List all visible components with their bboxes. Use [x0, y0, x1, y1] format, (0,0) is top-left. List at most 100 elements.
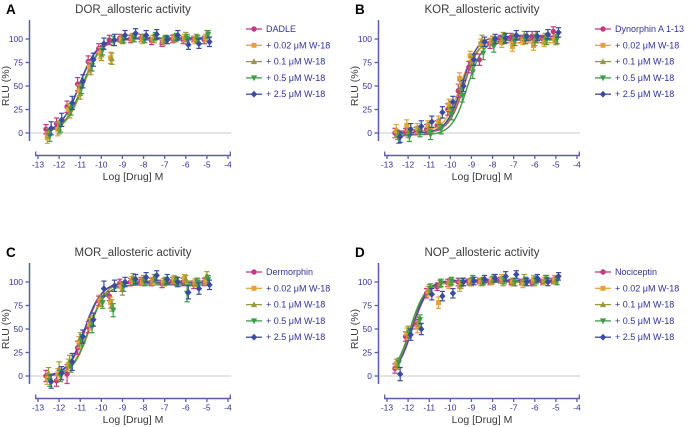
data-point — [206, 281, 213, 289]
data-point — [164, 275, 171, 283]
series-triangle-up — [45, 29, 210, 139]
data-point — [76, 339, 82, 345]
legend-marker — [250, 301, 258, 308]
x-tick-label: -6 — [182, 403, 190, 413]
y-tick-label: 50 — [14, 81, 24, 91]
panel-label: A — [6, 2, 16, 17]
legend-label: + 2.5 μM W-18 — [615, 89, 674, 99]
legend-marker — [599, 58, 607, 65]
data-point — [195, 40, 203, 48]
legend-item: + 2.5 μM W-18 — [246, 332, 325, 342]
chart-A: A DOR_allosteric activity 0 25 50 75 100 RLU (%… — [0, 2, 330, 183]
data-point — [439, 108, 446, 116]
legend-marker — [600, 285, 606, 291]
series-diamond — [396, 27, 562, 143]
x-tick-label: -7 — [161, 160, 169, 170]
chart-title: MOR_allosteric activity — [75, 247, 192, 259]
y-tick-label: 100 — [358, 34, 372, 44]
data-point — [110, 307, 117, 314]
data-point — [396, 370, 404, 378]
data-point — [108, 300, 114, 306]
legend-marker — [599, 333, 607, 341]
data-point — [513, 31, 520, 39]
data-point — [185, 288, 192, 296]
y-axis-label: RLU (%) — [349, 309, 361, 349]
data-point — [79, 333, 87, 340]
legend-label: + 0.5 μM W-18 — [615, 73, 674, 83]
y-tick-label: 75 — [363, 301, 373, 311]
data-point — [393, 361, 399, 367]
data-point — [499, 40, 505, 46]
x-axis-label: Log [Drug] M — [452, 171, 513, 183]
data-point — [481, 38, 488, 46]
y-tick-label: 50 — [14, 324, 24, 334]
y-tick-label: 25 — [363, 348, 373, 358]
data-point — [45, 369, 52, 376]
x-tick-label: -9 — [119, 160, 127, 170]
data-point — [513, 271, 520, 278]
legend-item: + 2.5 μM W-18 — [595, 332, 674, 342]
legend-marker — [251, 42, 257, 48]
x-tick-label: -5 — [203, 403, 211, 413]
data-point — [407, 331, 414, 339]
x-tick-label: -13 — [381, 160, 394, 170]
data-point — [206, 38, 213, 46]
y-axis: 0 25 50 75 100 — [9, 263, 31, 384]
data-point — [476, 56, 483, 63]
series-triangle-down — [395, 273, 561, 369]
legend-label: + 0.02 μM W-18 — [615, 283, 679, 293]
legend-marker — [599, 301, 607, 308]
data-point — [418, 123, 425, 130]
x-tick-label: -12 — [53, 160, 66, 170]
y-axis: 0 25 50 75 100 — [358, 20, 380, 141]
data-point — [554, 36, 561, 43]
legend-label: + 2.5 μM W-18 — [266, 89, 325, 99]
data-point — [58, 116, 65, 124]
y-axis-label: RLU (%) — [0, 66, 12, 106]
legend-marker — [250, 90, 258, 98]
data-point — [100, 285, 108, 292]
data-point — [404, 122, 410, 128]
legend-label: Dermorphin — [266, 267, 313, 277]
data-point — [491, 274, 499, 282]
legend-item: + 0.02 μM W-18 — [595, 283, 679, 293]
panel-kor: B KOR_allosteric activity 0 25 50 75 100 RLU (%… — [349, 0, 699, 243]
x-tick-label: -7 — [510, 160, 518, 170]
data-point — [86, 321, 92, 327]
legend-label: + 0.02 μM W-18 — [266, 283, 330, 293]
data-point — [65, 107, 71, 112]
data-point — [90, 316, 97, 323]
data-point — [56, 365, 63, 371]
legend-label: Dynorphin A 1-13 — [615, 24, 684, 34]
data-point — [414, 324, 420, 330]
data-point — [457, 75, 463, 81]
legend-marker — [250, 333, 258, 341]
x-tick-label: -4 — [224, 160, 232, 170]
data-point — [58, 369, 65, 377]
y-tick-label: 75 — [363, 58, 373, 68]
legend-item: + 2.5 μM W-18 — [246, 89, 325, 99]
legend-item: + 0.1 μM W-18 — [246, 300, 325, 310]
y-axis-label: RLU (%) — [0, 309, 12, 349]
legend-marker — [599, 318, 607, 325]
x-tick-label: -8 — [140, 403, 148, 413]
x-tick-label: -8 — [489, 403, 497, 413]
legend-marker — [600, 42, 606, 48]
legend-label: + 0.1 μM W-18 — [266, 57, 325, 67]
x-tick-label: -5 — [203, 160, 211, 170]
legend-item: + 0.5 μM W-18 — [595, 316, 674, 326]
x-tick-label: -9 — [119, 403, 127, 413]
data-point — [407, 125, 414, 133]
y-tick-label: 25 — [14, 105, 24, 115]
x-tick-label: -13 — [32, 403, 45, 413]
x-tick-label: -7 — [161, 403, 169, 413]
legend-label: Nociceptin — [615, 267, 657, 277]
data-point — [76, 88, 82, 94]
x-axis: -13 -12 -11 -10 -9 -8 -7 -6 -5 -4 — [381, 394, 581, 413]
data-point — [439, 292, 446, 300]
chart-title: NOP_allosteric activity — [424, 247, 539, 259]
data-point — [203, 278, 209, 284]
data-point — [481, 275, 488, 283]
legend-item: + 0.5 μM W-18 — [246, 316, 325, 326]
data-point — [448, 111, 455, 118]
